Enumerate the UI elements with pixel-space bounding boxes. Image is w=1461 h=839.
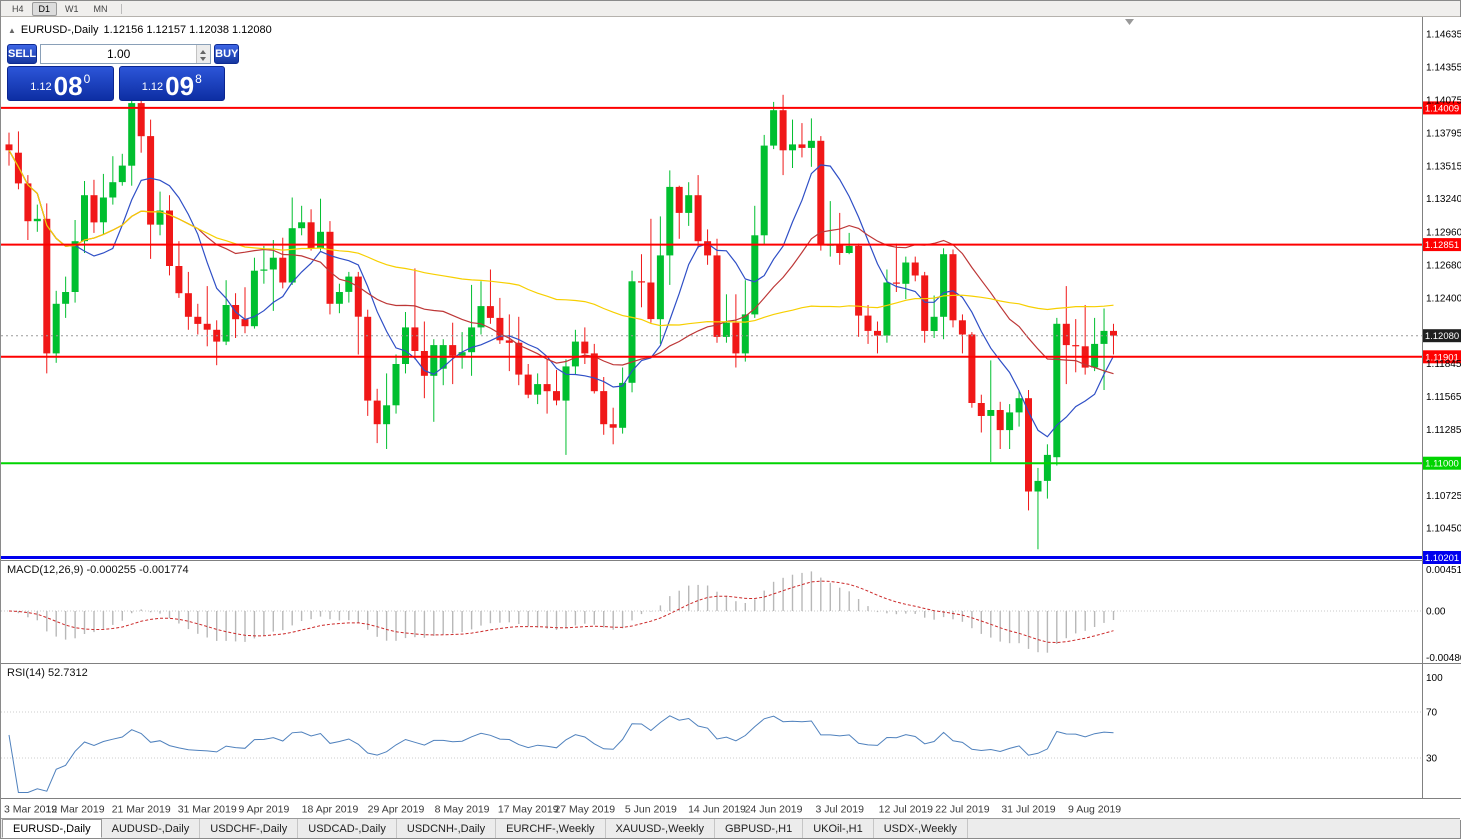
svg-text:1.11565: 1.11565 bbox=[1426, 392, 1461, 403]
svg-text:21 Mar 2019: 21 Mar 2019 bbox=[112, 804, 171, 816]
chart-shift-marker-icon bbox=[1125, 19, 1134, 25]
svg-text:1.12400: 1.12400 bbox=[1426, 293, 1461, 304]
toolbar-separator bbox=[120, 3, 122, 14]
svg-text:0.004517: 0.004517 bbox=[1426, 565, 1461, 576]
svg-text:1.11285: 1.11285 bbox=[1426, 425, 1461, 436]
svg-text:0.00: 0.00 bbox=[1426, 607, 1446, 618]
svg-text:1.10725: 1.10725 bbox=[1426, 491, 1461, 502]
svg-text:1.12080: 1.12080 bbox=[1425, 331, 1459, 342]
svg-text:1.11845: 1.11845 bbox=[1426, 359, 1461, 370]
tab-ukoil-h1[interactable]: UKOil-,H1 bbox=[803, 819, 874, 838]
svg-text:22 Jul 2019: 22 Jul 2019 bbox=[935, 804, 989, 816]
buy-price-big-digits: 09 bbox=[165, 71, 195, 101]
svg-text:1.11000: 1.11000 bbox=[1425, 459, 1459, 470]
buy-price-prefix: 1.12 bbox=[141, 81, 164, 93]
svg-text:5 Jun 2019: 5 Jun 2019 bbox=[625, 804, 677, 816]
panel-separators bbox=[1, 17, 1461, 799]
chart-area[interactable]: 0.0045170.00-0.00480610070301.140091.128… bbox=[1, 17, 1461, 820]
svg-text:1.12851: 1.12851 bbox=[1425, 240, 1459, 251]
horizontal-lines bbox=[1, 106, 1423, 559]
svg-text:1.11901: 1.11901 bbox=[1425, 352, 1459, 363]
svg-text:29 Apr 2019: 29 Apr 2019 bbox=[368, 804, 425, 816]
volume-decrease-button[interactable] bbox=[197, 54, 211, 63]
buy-price-display[interactable]: 1.12 09 8 bbox=[118, 66, 225, 101]
svg-text:9 Apr 2019: 9 Apr 2019 bbox=[239, 804, 290, 816]
sell-price-big-digits: 08 bbox=[53, 71, 83, 101]
timeframe-toolbar: H4 D1 W1 MN bbox=[1, 1, 1460, 17]
svg-text:24 Jun 2019: 24 Jun 2019 bbox=[745, 804, 803, 816]
svg-text:1.12680: 1.12680 bbox=[1426, 260, 1461, 271]
tab-xauusd-weekly[interactable]: XAUUSD-,Weekly bbox=[606, 819, 715, 838]
price-scale: 1.14009 1.12851 1.11901 1.11000 1.10201 1.120… bbox=[1423, 30, 1461, 564]
svg-text:1.13795: 1.13795 bbox=[1426, 129, 1461, 140]
moving-averages bbox=[8, 150, 1115, 438]
timeframe-h4-button[interactable]: H4 bbox=[12, 3, 24, 14]
svg-text:70: 70 bbox=[1426, 708, 1438, 719]
svg-text:1.10450: 1.10450 bbox=[1426, 524, 1461, 535]
svg-text:9 Aug 2019: 9 Aug 2019 bbox=[1068, 804, 1121, 816]
tab-eurchf-weekly[interactable]: EURCHF-,Weekly bbox=[496, 819, 606, 838]
svg-text:18 Apr 2019: 18 Apr 2019 bbox=[302, 804, 359, 816]
buy-button[interactable]: BUY bbox=[214, 44, 240, 64]
tab-gbpusd-h1[interactable]: GBPUSD-,H1 bbox=[715, 819, 804, 838]
svg-text:12 Jul 2019: 12 Jul 2019 bbox=[879, 804, 933, 816]
timeframe-mn-button[interactable]: MN bbox=[93, 3, 108, 14]
tab-eurusd-daily[interactable]: EURUSD-,Daily bbox=[2, 819, 102, 838]
svg-text:3 Jul 2019: 3 Jul 2019 bbox=[815, 804, 864, 816]
buy-price-pipette: 8 bbox=[195, 72, 202, 86]
tab-audusd-daily[interactable]: AUDUSD-,Daily bbox=[102, 819, 201, 838]
volume-increase-button[interactable] bbox=[197, 45, 211, 54]
candlesticks bbox=[5, 94, 1117, 550]
sell-price-prefix: 1.12 bbox=[30, 81, 52, 93]
timeframe-w1-button[interactable]: W1 bbox=[65, 3, 79, 14]
tab-usdcad-daily[interactable]: USDCAD-,Daily bbox=[298, 819, 397, 838]
svg-text:1.14635: 1.14635 bbox=[1426, 30, 1461, 41]
volume-field[interactable] bbox=[40, 44, 212, 64]
tab-usdchf-daily[interactable]: USDCHF-,Daily bbox=[200, 819, 299, 838]
svg-text:31 Jul 2019: 31 Jul 2019 bbox=[1001, 804, 1055, 816]
chart-tabs-bar: EURUSD-,Daily AUDUSD-,Daily USDCHF-,Daily U… bbox=[1, 818, 1460, 838]
svg-text:1.14355: 1.14355 bbox=[1426, 63, 1461, 74]
volume-input[interactable] bbox=[41, 45, 197, 63]
svg-text:-0.004806: -0.004806 bbox=[1426, 653, 1461, 664]
timeframe-d1-button[interactable]: D1 bbox=[31, 1, 58, 16]
svg-text:17 May 2019: 17 May 2019 bbox=[498, 804, 559, 816]
svg-text:3 Mar 2019: 3 Mar 2019 bbox=[4, 804, 57, 816]
tab-usdx-weekly[interactable]: USDX-,Weekly bbox=[874, 819, 968, 838]
svg-text:1.14009: 1.14009 bbox=[1425, 103, 1459, 114]
svg-text:1.10201: 1.10201 bbox=[1425, 553, 1459, 564]
svg-text:1.12960: 1.12960 bbox=[1426, 227, 1461, 238]
sell-price-display[interactable]: 1.12 08 0 bbox=[7, 66, 114, 101]
rsi-panel: 100 70 30 bbox=[1, 673, 1443, 793]
svg-text:1.13240: 1.13240 bbox=[1426, 194, 1461, 205]
svg-text:31 Mar 2019: 31 Mar 2019 bbox=[178, 804, 237, 816]
svg-text:1.14075: 1.14075 bbox=[1426, 96, 1461, 107]
sell-button[interactable]: SELL bbox=[7, 44, 38, 64]
svg-text:1.13515: 1.13515 bbox=[1426, 162, 1461, 173]
sell-price-pipette: 0 bbox=[83, 72, 91, 86]
chart-canvas[interactable]: 0.0045170.00-0.00480610070301.140091.128… bbox=[1, 17, 1461, 820]
svg-text:27 May 2019: 27 May 2019 bbox=[554, 804, 615, 816]
svg-text:100: 100 bbox=[1426, 673, 1443, 684]
svg-text:30: 30 bbox=[1426, 754, 1438, 765]
tab-usdcnh-daily[interactable]: USDCNH-,Daily bbox=[397, 819, 497, 838]
volume-spinner bbox=[196, 45, 211, 63]
macd-panel: 0.004517 0.00 -0.004806 bbox=[1, 565, 1461, 664]
svg-text:14 Jun 2019: 14 Jun 2019 bbox=[688, 804, 746, 816]
svg-text:8 May 2019: 8 May 2019 bbox=[435, 804, 490, 816]
svg-text:12 Mar 2019: 12 Mar 2019 bbox=[46, 804, 105, 816]
